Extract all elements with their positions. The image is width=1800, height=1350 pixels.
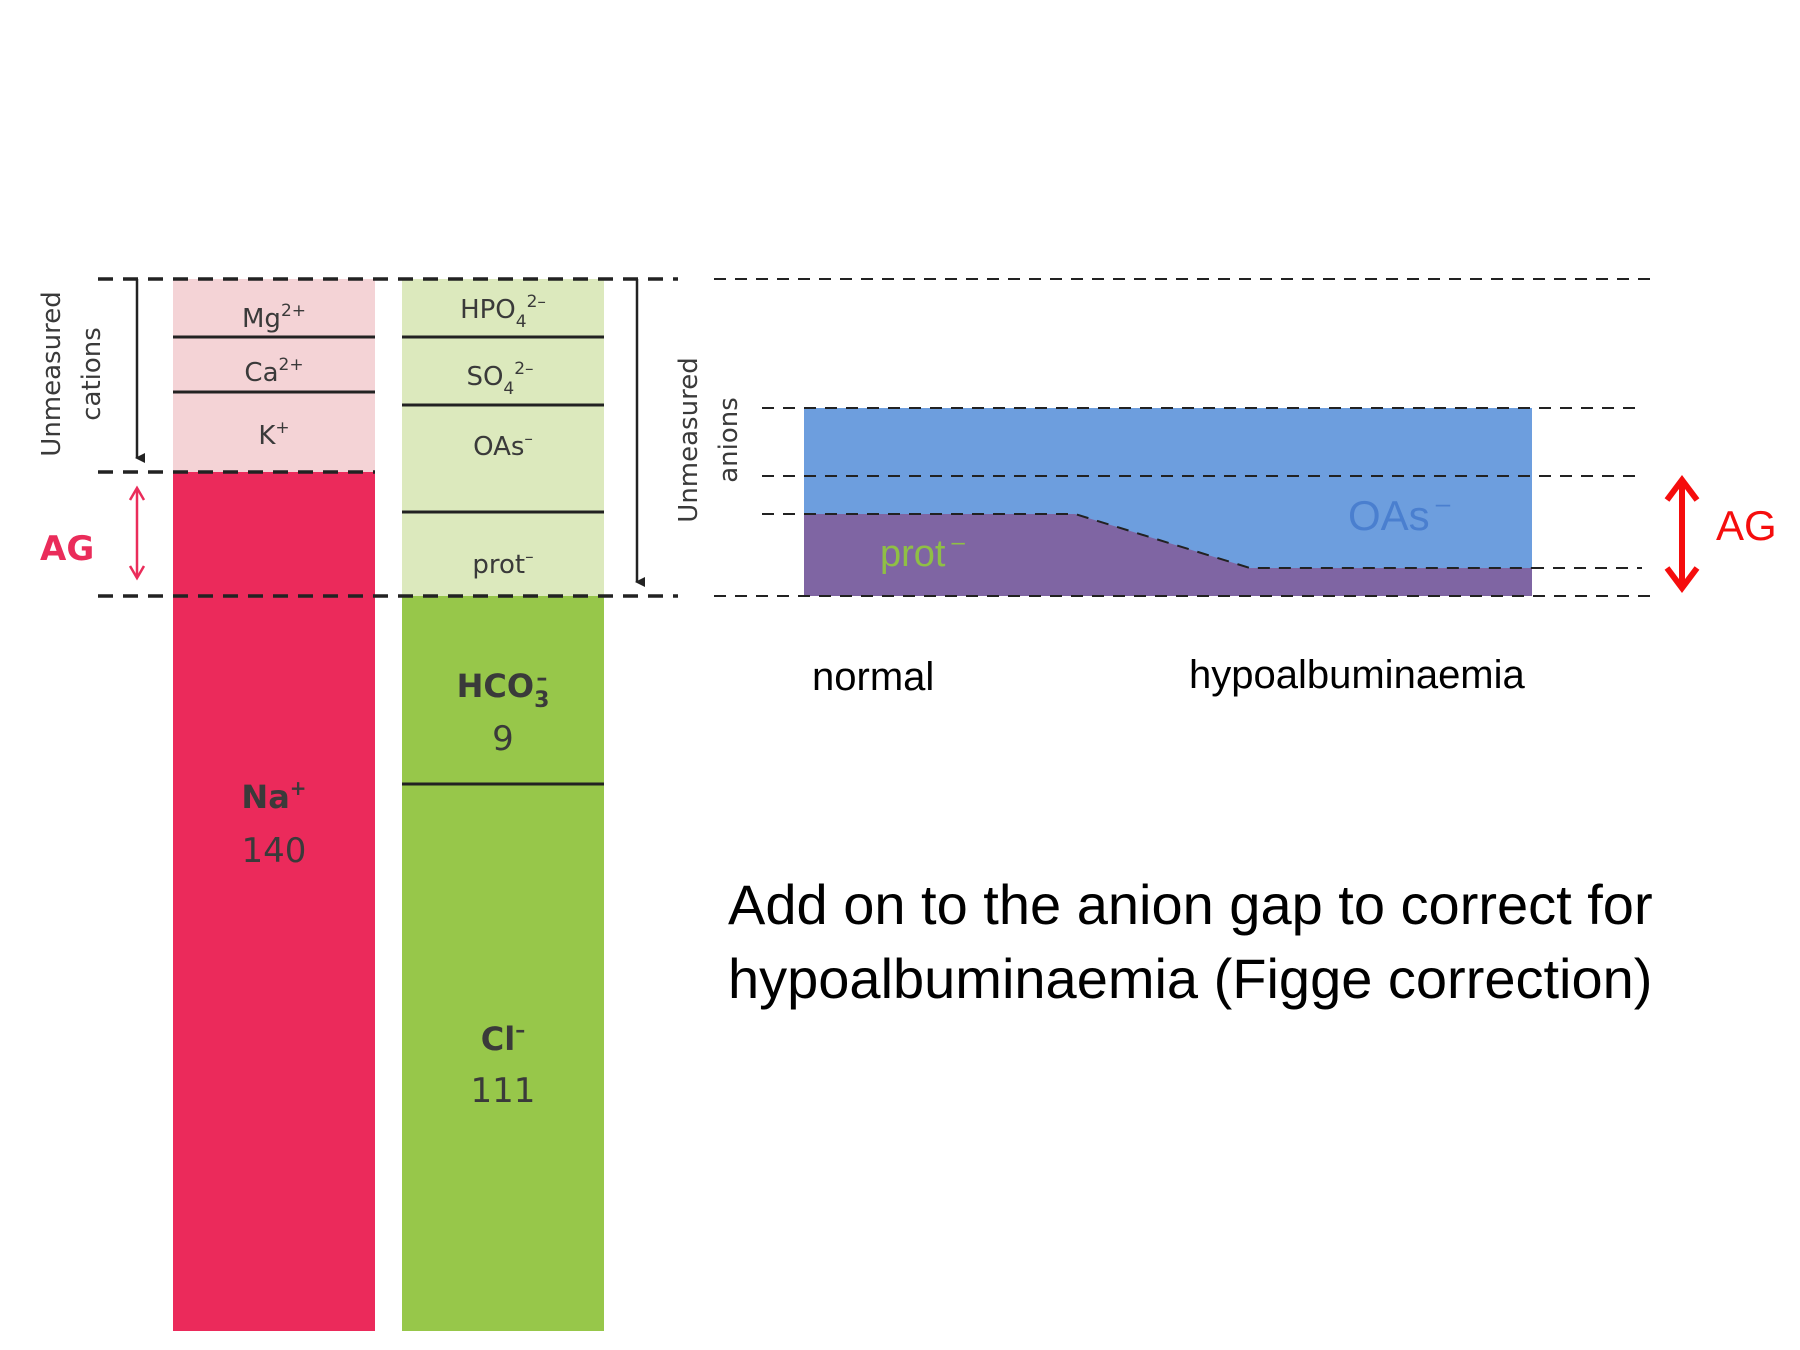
hpo4-label: HPO42– (460, 292, 546, 332)
oas-right-label: OAs – (1348, 488, 1451, 539)
mg-label: Mg2+ (242, 301, 306, 334)
cl-value: 111 (471, 1071, 536, 1111)
hypoalbuminaemia-label: hypoalbuminaemia (1189, 653, 1526, 697)
so4-label: SO42– (466, 359, 533, 399)
prot-boundary-line (804, 513, 1532, 569)
hco3-label: HCO3– (457, 666, 550, 713)
left-ag-label: AG (40, 529, 94, 569)
hypoalbuminaemia-diagram: OAs – prot – AG normal hypoalbuminaemia (714, 278, 1777, 699)
ion-columns-diagram: AG Unmeasured cations Unmeasured anions … (37, 277, 744, 1331)
prot-right-label: prot – (880, 529, 965, 575)
na-value: 140 (242, 831, 307, 871)
na-label: Na+ (241, 776, 306, 816)
anions-unmeasured-block (402, 279, 604, 596)
k-label: K+ (258, 418, 289, 451)
svg-text:Unmeasured: Unmeasured (674, 357, 704, 522)
unmeasured-cations-label: Unmeasured cations (37, 291, 107, 456)
right-ag-label: AG (1716, 502, 1777, 549)
prot-left-label: prot– (472, 547, 533, 580)
caption-line-1: Add on to the anion gap to correct for (728, 873, 1653, 936)
svg-text:Unmeasured: Unmeasured (37, 291, 67, 456)
right-ag-arrow (1664, 475, 1700, 593)
ca-label: Ca2+ (244, 355, 303, 388)
hco3-value: 9 (492, 719, 514, 759)
caption-line-2: hypoalbuminaemia (Figge correction) (728, 947, 1653, 1010)
unmeasured-anions-label: Unmeasured anions (674, 357, 744, 522)
normal-label: normal (812, 655, 934, 699)
figge-correction-caption: Add on to the anion gap to correct for h… (728, 868, 1758, 1016)
left-ag-arrow (128, 485, 146, 581)
measured-anions-bar (402, 596, 604, 1331)
svg-text:cations: cations (77, 327, 107, 421)
prot-block (804, 514, 1532, 596)
svg-text:anions: anions (714, 397, 744, 483)
cl-label: Cl– (481, 1018, 525, 1058)
sodium-bar (173, 472, 375, 1331)
cations-unmeasured-block (173, 279, 375, 472)
oas-left-label: OAs– (473, 429, 533, 462)
